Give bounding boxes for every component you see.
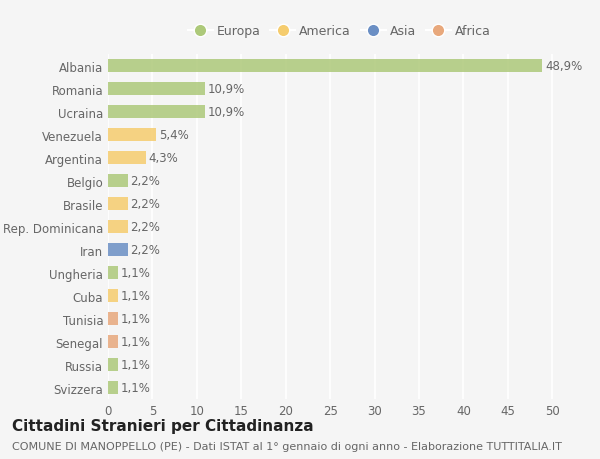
Text: 10,9%: 10,9%	[208, 83, 245, 96]
Bar	[108, 381, 118, 394]
Text: 1,1%: 1,1%	[121, 358, 151, 371]
Text: 1,1%: 1,1%	[121, 290, 151, 302]
Bar	[108, 358, 118, 371]
Bar	[108, 152, 146, 165]
Text: 48,9%: 48,9%	[545, 60, 583, 73]
Bar	[108, 244, 128, 257]
Text: 1,1%: 1,1%	[121, 267, 151, 280]
Legend: Europa, America, Asia, Africa: Europa, America, Asia, Africa	[182, 20, 496, 43]
Bar	[108, 221, 128, 234]
Bar	[108, 313, 118, 325]
Bar	[108, 336, 118, 348]
Text: 1,1%: 1,1%	[121, 313, 151, 325]
Text: 4,3%: 4,3%	[149, 152, 179, 165]
Text: COMUNE DI MANOPPELLO (PE) - Dati ISTAT al 1° gennaio di ogni anno - Elaborazione: COMUNE DI MANOPPELLO (PE) - Dati ISTAT a…	[12, 441, 562, 451]
Bar	[108, 129, 156, 142]
Bar	[108, 83, 205, 96]
Bar	[108, 175, 128, 188]
Text: 2,2%: 2,2%	[130, 244, 160, 257]
Text: Cittadini Stranieri per Cittadinanza: Cittadini Stranieri per Cittadinanza	[12, 418, 314, 433]
Bar	[108, 267, 118, 280]
Text: 2,2%: 2,2%	[130, 221, 160, 234]
Text: 10,9%: 10,9%	[208, 106, 245, 119]
Bar	[108, 290, 118, 302]
Text: 2,2%: 2,2%	[130, 198, 160, 211]
Text: 5,4%: 5,4%	[158, 129, 188, 142]
Bar	[108, 60, 542, 73]
Bar	[108, 106, 205, 119]
Text: 2,2%: 2,2%	[130, 175, 160, 188]
Text: 1,1%: 1,1%	[121, 381, 151, 394]
Bar	[108, 198, 128, 211]
Text: 1,1%: 1,1%	[121, 336, 151, 348]
